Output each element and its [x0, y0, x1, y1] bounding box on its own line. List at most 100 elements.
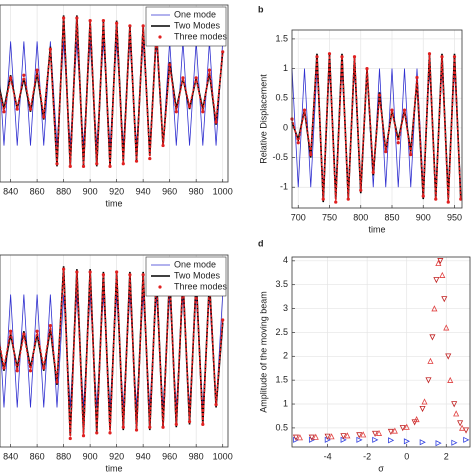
x-tick-label: 1000 — [213, 186, 233, 196]
data-point — [194, 76, 198, 80]
data-point — [15, 107, 19, 111]
data-point — [207, 68, 212, 72]
data-point — [296, 434, 303, 441]
x-axis-label: time — [105, 198, 122, 208]
panel-label: b — [258, 4, 264, 14]
y-tick-label: 1.5 — [275, 375, 288, 385]
data-point — [402, 108, 407, 112]
data-point — [396, 141, 400, 145]
data-point — [308, 434, 315, 441]
series-line — [291, 53, 462, 203]
x-tick-label: 840 — [3, 186, 18, 196]
data-point — [42, 115, 46, 119]
data-point — [161, 143, 165, 148]
x-tick-label: 960 — [162, 451, 177, 461]
data-point — [128, 24, 132, 28]
x-tick-label: 920 — [109, 451, 124, 461]
data-point — [161, 425, 165, 429]
data-point — [148, 425, 152, 429]
x-tick-label: 700 — [291, 212, 306, 222]
data-point — [22, 73, 26, 77]
y-tick-label: 1 — [283, 63, 288, 73]
data-point — [447, 376, 454, 383]
data-point — [421, 194, 425, 198]
data-point — [459, 424, 466, 431]
data-point — [312, 433, 319, 440]
data-point — [446, 200, 450, 204]
data-point — [411, 419, 418, 426]
panel-label: d — [258, 238, 264, 248]
x-tick-label: 860 — [30, 186, 45, 196]
data-point — [88, 19, 92, 23]
y-tick-label: 0 — [283, 122, 288, 132]
data-point — [9, 76, 13, 80]
data-point — [15, 369, 19, 373]
data-point — [451, 439, 458, 446]
data-point — [9, 329, 13, 333]
data-point — [88, 270, 92, 274]
legend-label: Two Modes — [174, 270, 221, 280]
y-tick-label: 3 — [283, 303, 288, 313]
y-tick-label: 1.5 — [275, 33, 288, 43]
data-point — [451, 401, 458, 408]
data-point — [457, 420, 464, 427]
plot-area — [292, 257, 470, 447]
legend-label: One mode — [174, 9, 216, 19]
data-point — [81, 164, 86, 168]
data-point — [292, 434, 300, 441]
x-tick-label: -2 — [363, 451, 371, 461]
data-point — [391, 427, 398, 434]
data-point — [115, 270, 119, 274]
data-point — [439, 271, 446, 278]
data-point — [95, 431, 99, 435]
data-point — [340, 433, 347, 440]
x-tick-label: 850 — [384, 212, 399, 222]
legend-swatch — [158, 35, 162, 39]
data-point — [375, 429, 383, 436]
x-tick-label: 950 — [447, 212, 462, 222]
data-point — [148, 156, 152, 161]
data-point — [445, 353, 452, 360]
data-point — [108, 164, 112, 168]
data-point — [388, 437, 395, 444]
data-point — [22, 332, 26, 336]
x-tick-label: 840 — [3, 451, 18, 461]
axes-frame — [291, 256, 471, 448]
legend-swatch — [158, 285, 162, 289]
series-line — [0, 41, 224, 146]
x-axis-label: σ — [378, 463, 384, 473]
data-point — [315, 55, 319, 59]
axes-frame — [0, 4, 229, 183]
y-tick-label: 3.5 — [275, 279, 288, 289]
x-tick-label: 750 — [322, 212, 337, 222]
data-point — [81, 434, 86, 438]
data-point — [433, 277, 440, 284]
data-point — [293, 436, 300, 443]
data-point — [2, 110, 6, 114]
data-point — [62, 267, 66, 271]
data-point — [427, 52, 432, 56]
data-point — [308, 436, 316, 443]
data-point — [356, 436, 363, 443]
x-tick-label: -4 — [324, 451, 332, 461]
data-point — [321, 197, 325, 201]
data-point — [324, 433, 331, 440]
data-point — [48, 323, 52, 328]
data-point — [141, 273, 145, 277]
data-point — [328, 433, 335, 440]
data-point — [403, 438, 411, 445]
data-point — [214, 120, 218, 124]
x-tick-label: 920 — [109, 186, 124, 196]
data-point — [181, 76, 185, 80]
data-point — [121, 425, 125, 429]
data-point — [453, 410, 460, 417]
data-point — [359, 188, 363, 192]
data-point — [399, 425, 406, 432]
data-point — [68, 436, 72, 441]
x-axis-label: time — [105, 463, 122, 473]
data-point — [429, 334, 436, 341]
y-tick-label: 0.5 — [275, 93, 288, 103]
y-tick-label: 2 — [283, 351, 288, 361]
data-point — [463, 436, 470, 443]
